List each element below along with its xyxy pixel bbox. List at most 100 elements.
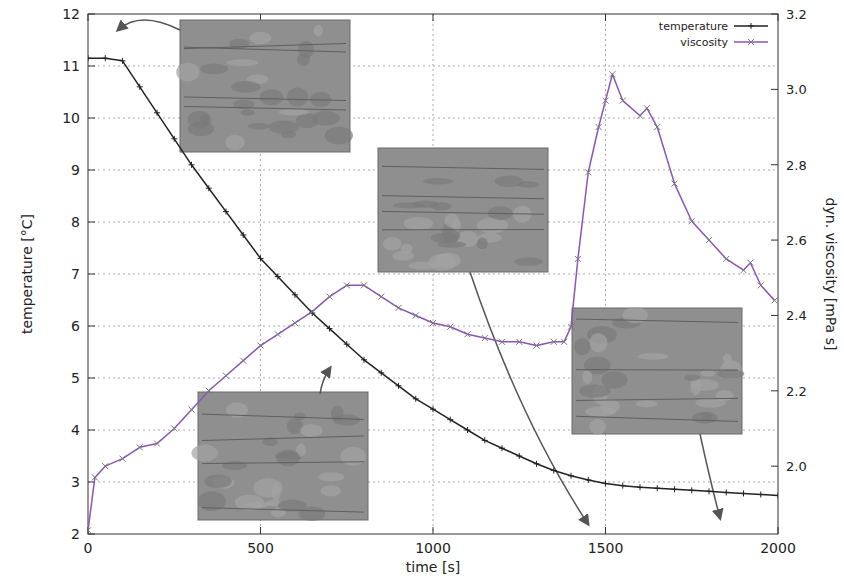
micrograph-texture [204, 475, 231, 488]
micrograph-texture [477, 238, 488, 250]
y-tick [88, 534, 95, 535]
micrograph-texture [408, 262, 439, 270]
micrograph-texture [225, 135, 245, 150]
micrograph-texture [684, 375, 700, 381]
x-tick [433, 527, 434, 534]
micrograph-texture [314, 25, 323, 37]
y-tick-label: 3 [71, 474, 80, 490]
data-point [206, 185, 212, 191]
data-point [88, 55, 91, 61]
y2-tick-label: 2.0 [786, 459, 807, 474]
data-point [447, 324, 453, 330]
micrograph-texture [202, 414, 364, 419]
y2-tick-label: 2.8 [786, 158, 807, 173]
data-point [689, 487, 695, 493]
data-point [758, 491, 764, 497]
micrograph-texture [297, 53, 310, 66]
y2-axis-title: dyn. viscosity [mPa s] [823, 198, 839, 351]
data-point [672, 181, 678, 187]
micrograph-inset [191, 392, 368, 521]
micrograph-texture [300, 424, 323, 437]
micrograph-texture [576, 416, 738, 421]
data-point [689, 218, 695, 224]
legend-label: temperature [659, 20, 728, 33]
micrograph-bg [180, 20, 350, 152]
legend-marker [748, 23, 754, 29]
micrograph-texture [716, 390, 734, 401]
legend: temperatureviscosity [659, 20, 768, 49]
data-point [747, 260, 753, 266]
data-point [344, 282, 350, 288]
x-tick [778, 14, 779, 21]
data-point [223, 373, 229, 379]
legend-marker [748, 39, 754, 45]
data-point [741, 267, 747, 273]
data-point [275, 331, 281, 337]
y-tick-label: 6 [71, 318, 80, 334]
y-tick-label: 12 [62, 6, 80, 22]
y-tick [88, 118, 95, 119]
micrograph-texture [383, 237, 402, 250]
data-point [575, 256, 581, 262]
y2-tick [771, 240, 778, 241]
y2-tick-label: 3.2 [786, 7, 807, 22]
data-point [430, 320, 436, 326]
micrograph-texture [638, 353, 669, 360]
micrograph-texture [333, 414, 360, 425]
x-tick-label: 0 [84, 540, 93, 556]
data-point [568, 324, 574, 330]
x-tick [260, 527, 261, 534]
micrograph-texture [382, 196, 544, 199]
data-point [568, 473, 574, 479]
data-point [396, 305, 402, 311]
y2-tick-label: 2.2 [786, 384, 807, 399]
micrograph-inset [176, 20, 353, 152]
data-point [154, 110, 160, 116]
data-point [102, 463, 108, 469]
micrograph-texture [576, 369, 738, 370]
data-point [499, 445, 505, 451]
micrograph-texture [188, 121, 214, 136]
micrograph-inset [378, 148, 548, 272]
data-point [772, 297, 778, 303]
micrograph-texture [222, 461, 247, 470]
data-point [120, 456, 126, 462]
micrograph-texture [227, 59, 259, 66]
data-point [758, 282, 764, 288]
x-tick-label: 2000 [760, 540, 796, 556]
data-point [171, 136, 177, 142]
y-axis-title: temperature [°C] [19, 214, 35, 334]
y2-tick [771, 89, 778, 90]
data-point [240, 358, 246, 364]
micrograph-bg [378, 148, 548, 272]
y2-tick [771, 390, 778, 391]
y-tick-label: 9 [71, 162, 80, 178]
arrow [118, 20, 180, 30]
arrow [700, 434, 720, 518]
data-point [609, 71, 615, 77]
data-point [620, 98, 626, 104]
data-point [620, 483, 626, 489]
data-point [92, 474, 98, 480]
micrograph-texture [202, 462, 364, 464]
micrograph-texture [294, 412, 306, 420]
x-tick [605, 14, 606, 21]
y2-tick-label: 2.4 [786, 308, 807, 323]
x-tick-label: 500 [247, 540, 274, 556]
micrograph-texture [445, 213, 460, 227]
data-point [596, 124, 602, 130]
data-point [309, 309, 315, 315]
micrograph-texture [312, 111, 340, 126]
y-tick [88, 274, 95, 275]
y-tick [88, 222, 95, 223]
micrograph-texture [287, 87, 308, 106]
micrograph-texture [184, 43, 346, 48]
data-point [378, 294, 384, 300]
y-tick-label: 11 [62, 58, 80, 74]
y2-tick [771, 466, 778, 467]
plot-area [88, 55, 778, 533]
data-point [258, 343, 264, 349]
x-tick [605, 527, 606, 534]
data-point [378, 370, 384, 376]
y-tick [88, 14, 95, 15]
